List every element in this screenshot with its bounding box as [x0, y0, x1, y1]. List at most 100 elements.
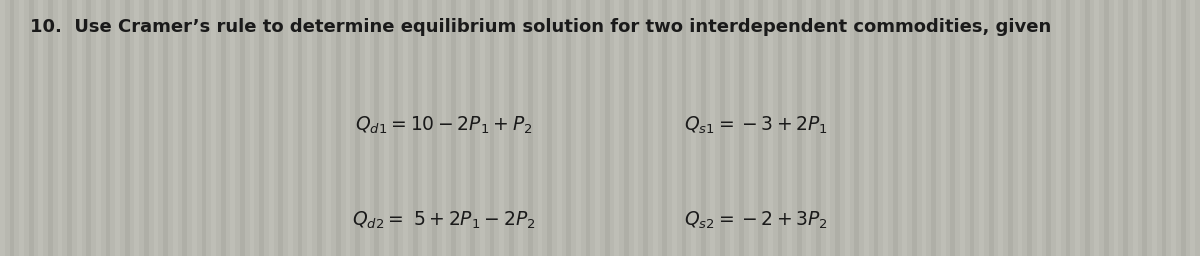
- FancyBboxPatch shape: [566, 0, 571, 256]
- FancyBboxPatch shape: [96, 0, 101, 256]
- FancyBboxPatch shape: [758, 0, 763, 256]
- Text: 10.  Use Cramer’s rule to determine equilibrium solution for two interdependent : 10. Use Cramer’s rule to determine equil…: [30, 18, 1051, 36]
- FancyBboxPatch shape: [269, 0, 274, 256]
- FancyBboxPatch shape: [509, 0, 514, 256]
- FancyBboxPatch shape: [960, 0, 965, 256]
- FancyBboxPatch shape: [240, 0, 245, 256]
- FancyBboxPatch shape: [38, 0, 43, 256]
- FancyBboxPatch shape: [576, 0, 581, 256]
- FancyBboxPatch shape: [230, 0, 235, 256]
- FancyBboxPatch shape: [950, 0, 955, 256]
- FancyBboxPatch shape: [1104, 0, 1109, 256]
- FancyBboxPatch shape: [134, 0, 139, 256]
- FancyBboxPatch shape: [749, 0, 754, 256]
- FancyBboxPatch shape: [998, 0, 1003, 256]
- FancyBboxPatch shape: [1075, 0, 1080, 256]
- FancyBboxPatch shape: [595, 0, 600, 256]
- FancyBboxPatch shape: [451, 0, 456, 256]
- Text: $Q_{s2} = -2 + 3P_2$: $Q_{s2} = -2 + 3P_2$: [684, 210, 828, 231]
- FancyBboxPatch shape: [432, 0, 437, 256]
- FancyBboxPatch shape: [941, 0, 946, 256]
- FancyBboxPatch shape: [634, 0, 638, 256]
- FancyBboxPatch shape: [499, 0, 504, 256]
- FancyBboxPatch shape: [701, 0, 706, 256]
- FancyBboxPatch shape: [739, 0, 744, 256]
- FancyBboxPatch shape: [902, 0, 907, 256]
- FancyBboxPatch shape: [1046, 0, 1051, 256]
- FancyBboxPatch shape: [278, 0, 283, 256]
- FancyBboxPatch shape: [672, 0, 677, 256]
- FancyBboxPatch shape: [730, 0, 734, 256]
- FancyBboxPatch shape: [10, 0, 14, 256]
- FancyBboxPatch shape: [518, 0, 523, 256]
- FancyBboxPatch shape: [912, 0, 917, 256]
- FancyBboxPatch shape: [1114, 0, 1118, 256]
- FancyBboxPatch shape: [922, 0, 926, 256]
- FancyBboxPatch shape: [797, 0, 802, 256]
- FancyBboxPatch shape: [1152, 0, 1157, 256]
- FancyBboxPatch shape: [144, 0, 149, 256]
- FancyBboxPatch shape: [768, 0, 773, 256]
- FancyBboxPatch shape: [48, 0, 53, 256]
- FancyBboxPatch shape: [778, 0, 782, 256]
- FancyBboxPatch shape: [538, 0, 542, 256]
- FancyBboxPatch shape: [1133, 0, 1138, 256]
- FancyBboxPatch shape: [288, 0, 293, 256]
- FancyBboxPatch shape: [854, 0, 859, 256]
- FancyBboxPatch shape: [202, 0, 206, 256]
- FancyBboxPatch shape: [835, 0, 840, 256]
- FancyBboxPatch shape: [1162, 0, 1166, 256]
- FancyBboxPatch shape: [384, 0, 389, 256]
- FancyBboxPatch shape: [1056, 0, 1061, 256]
- FancyBboxPatch shape: [1018, 0, 1022, 256]
- FancyBboxPatch shape: [806, 0, 811, 256]
- FancyBboxPatch shape: [86, 0, 91, 256]
- FancyBboxPatch shape: [355, 0, 360, 256]
- FancyBboxPatch shape: [211, 0, 216, 256]
- FancyBboxPatch shape: [931, 0, 936, 256]
- FancyBboxPatch shape: [547, 0, 552, 256]
- FancyBboxPatch shape: [653, 0, 658, 256]
- FancyBboxPatch shape: [470, 0, 475, 256]
- FancyBboxPatch shape: [221, 0, 226, 256]
- FancyBboxPatch shape: [250, 0, 254, 256]
- FancyBboxPatch shape: [605, 0, 610, 256]
- FancyBboxPatch shape: [403, 0, 408, 256]
- FancyBboxPatch shape: [154, 0, 158, 256]
- FancyBboxPatch shape: [77, 0, 82, 256]
- FancyBboxPatch shape: [163, 0, 168, 256]
- FancyBboxPatch shape: [979, 0, 984, 256]
- FancyBboxPatch shape: [1037, 0, 1042, 256]
- FancyBboxPatch shape: [346, 0, 350, 256]
- FancyBboxPatch shape: [422, 0, 427, 256]
- FancyBboxPatch shape: [586, 0, 590, 256]
- FancyBboxPatch shape: [989, 0, 994, 256]
- FancyBboxPatch shape: [787, 0, 792, 256]
- FancyBboxPatch shape: [115, 0, 120, 256]
- FancyBboxPatch shape: [182, 0, 187, 256]
- FancyBboxPatch shape: [682, 0, 686, 256]
- FancyBboxPatch shape: [643, 0, 648, 256]
- FancyBboxPatch shape: [845, 0, 850, 256]
- FancyBboxPatch shape: [893, 0, 898, 256]
- FancyBboxPatch shape: [336, 0, 341, 256]
- FancyBboxPatch shape: [864, 0, 869, 256]
- FancyBboxPatch shape: [365, 0, 370, 256]
- FancyBboxPatch shape: [461, 0, 466, 256]
- FancyBboxPatch shape: [307, 0, 312, 256]
- Text: $Q_{d1} = 10 - 2P_1 + P_2$: $Q_{d1} = 10 - 2P_1 + P_2$: [355, 115, 533, 136]
- FancyBboxPatch shape: [557, 0, 562, 256]
- FancyBboxPatch shape: [0, 0, 5, 256]
- FancyBboxPatch shape: [1094, 0, 1099, 256]
- FancyBboxPatch shape: [970, 0, 974, 256]
- FancyBboxPatch shape: [720, 0, 725, 256]
- FancyBboxPatch shape: [298, 0, 302, 256]
- FancyBboxPatch shape: [1027, 0, 1032, 256]
- FancyBboxPatch shape: [29, 0, 34, 256]
- FancyBboxPatch shape: [19, 0, 24, 256]
- FancyBboxPatch shape: [317, 0, 322, 256]
- FancyBboxPatch shape: [662, 0, 667, 256]
- FancyBboxPatch shape: [1123, 0, 1128, 256]
- FancyBboxPatch shape: [614, 0, 619, 256]
- FancyBboxPatch shape: [413, 0, 418, 256]
